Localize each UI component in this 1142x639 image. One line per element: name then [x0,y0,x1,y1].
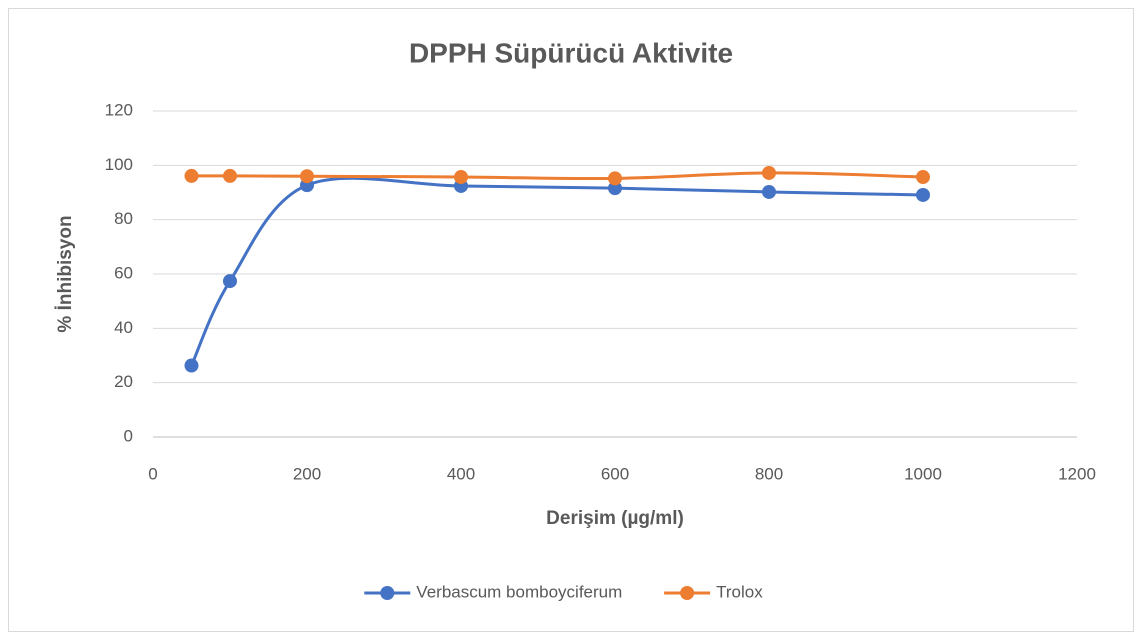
data-point [223,274,237,289]
legend-label: Trolox [716,582,763,601]
y-tick-label: 120 [105,100,133,119]
chart-title: DPPH Süpürücü Aktivite [409,37,733,68]
chart-border [8,8,1134,632]
y-tick-label: 80 [114,209,133,228]
data-point [608,181,622,196]
y-tick-label: 100 [105,155,133,174]
y-tick-label: 60 [114,263,133,282]
data-point [300,169,314,184]
data-point [608,171,622,186]
data-point [454,170,468,185]
data-point [184,168,199,183]
x-tick-label: 400 [447,464,475,483]
x-tick-label: 1000 [904,464,942,483]
legend-label: Verbascum bomboyciferum [416,582,622,601]
x-tick-label: 0 [148,464,157,483]
data-point [184,358,199,373]
y-axis-title: % İnhibisyon [55,215,76,332]
data-point [762,165,776,180]
x-tick-label: 200 [293,464,321,483]
data-point [916,170,930,185]
y-tick-label: 0 [124,426,133,445]
x-tick-label: 1200 [1058,464,1096,483]
y-tick-label: 20 [114,372,133,391]
data-point [916,187,930,202]
x-tick-label: 800 [755,464,783,483]
x-tick-label: 600 [601,464,629,483]
data-point [762,184,776,199]
legend-marker [680,586,695,600]
legend-marker [380,586,395,600]
x-axis-title: Derişim (µg/ml) [546,508,684,529]
y-tick-label: 40 [114,318,133,337]
data-point [223,168,237,183]
